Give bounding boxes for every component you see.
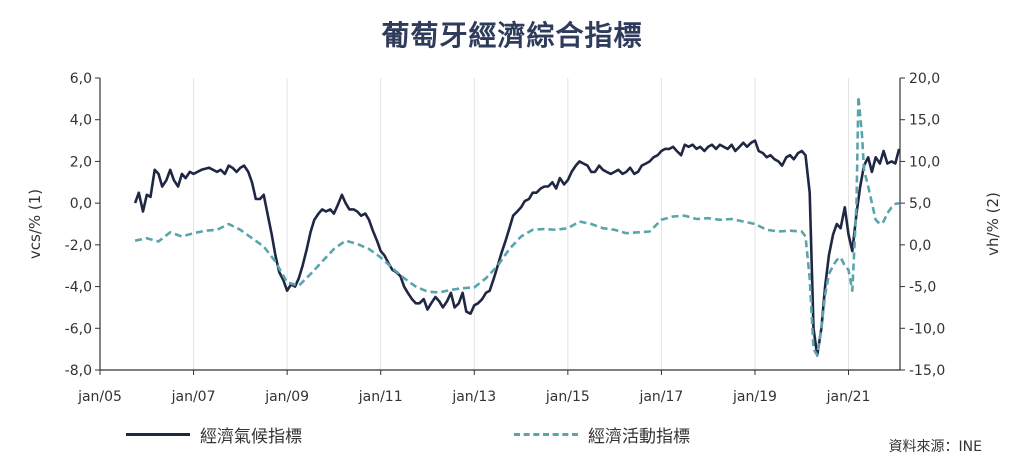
x-tick-label: jan/09 [264, 389, 309, 405]
right-axis-label: vh/% (2) [984, 192, 1002, 256]
series-line-activity [134, 95, 900, 357]
left-tick-label: 0,0 [70, 196, 92, 212]
right-tick-label: 0,0 [909, 238, 931, 254]
legend-item-activity: 經濟活動指標 [514, 422, 690, 447]
left-tick-label: -8,0 [65, 363, 92, 379]
x-tick-label: jan/17 [638, 389, 683, 405]
legend-solid-line-swatch [126, 433, 190, 436]
right-tick-label: 20,0 [909, 71, 940, 87]
left-tick-label: 2,0 [70, 154, 92, 170]
left-tick-label: -4,0 [65, 280, 92, 296]
gridlines [193, 78, 850, 370]
right-tick-label: -5,0 [909, 280, 936, 296]
x-tick-label: jan/11 [358, 389, 403, 405]
x-axis-ticks: jan/05 jan/07 jan/09 jan/11 jan/13 jan/15 jan/… [77, 370, 870, 405]
right-tick-label: 15,0 [909, 113, 940, 129]
left-axis-ticks: 6,0 4,0 2,0 0,0 -2,0 -4,0 -6,0 -8,0 [65, 71, 100, 379]
right-tick-label: 10,0 [909, 154, 940, 170]
x-tick-label: jan/21 [826, 389, 871, 405]
legend-item-climate: 經濟氣候指標 [126, 422, 302, 447]
x-tick-label: jan/07 [171, 389, 216, 405]
source-note: 資料來源：INE [888, 439, 982, 455]
series-lines [133, 95, 901, 357]
right-tick-label: 5,0 [909, 196, 931, 212]
right-tick-label: -15,0 [909, 363, 945, 379]
right-tick-label: -10,0 [909, 321, 945, 337]
x-tick-label: jan/13 [451, 389, 496, 405]
left-tick-label: 4,0 [70, 113, 92, 129]
legend-label-activity: 經濟活動指標 [588, 427, 690, 447]
left-tick-label: -2,0 [65, 238, 92, 254]
series-line-climate [133, 139, 901, 357]
legend-label-climate: 經濟氣候指標 [200, 427, 302, 447]
left-tick-label: 6,0 [70, 71, 92, 87]
x-tick-label: jan/19 [732, 389, 777, 405]
right-axis-ticks: 20,0 15,0 10,0 5,0 0,0 -5,0 -10,0 -15,0 [900, 71, 945, 379]
left-axis-label: vcs/% (1) [26, 189, 44, 259]
left-tick-label: -6,0 [65, 321, 92, 337]
chart-title: 葡萄牙經濟綜合指標 [381, 19, 643, 52]
axes [99, 78, 901, 371]
legend-dashed-line-swatch [514, 433, 578, 436]
x-tick-label: jan/15 [545, 389, 590, 405]
x-tick-label: jan/05 [77, 389, 122, 405]
